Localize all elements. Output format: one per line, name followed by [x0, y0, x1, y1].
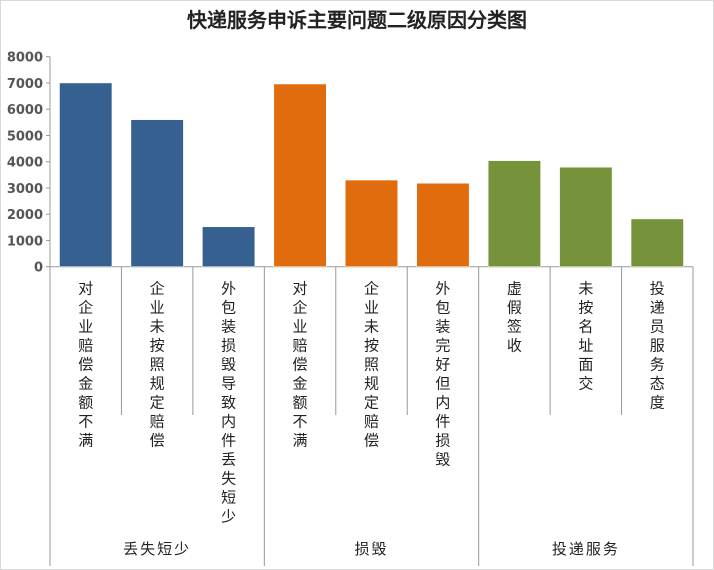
category-label-char: 企: [364, 280, 379, 298]
y-tick-label: 7000: [7, 77, 43, 92]
category-label-char: 服: [650, 337, 665, 355]
category-label-char: 包: [221, 299, 236, 317]
category-label-char: 满: [78, 432, 93, 450]
category-label-char: 企: [293, 299, 308, 317]
category-label-char: 毁: [221, 356, 236, 374]
group-label: 丢失短少: [123, 540, 191, 558]
category-label-char: 未: [150, 318, 165, 336]
category-label-char: 不: [293, 413, 308, 431]
category-label-char: 对: [78, 280, 93, 298]
category-label-char: 偿: [293, 356, 308, 374]
category-label-char: 度: [650, 394, 665, 412]
category-label-char: 赔: [293, 337, 308, 355]
category-label-char: 业: [78, 318, 93, 336]
category-label-char: 投: [650, 280, 665, 298]
category-label-char: 面: [578, 356, 593, 374]
category-label-char: 内: [435, 394, 450, 412]
category-label-char: 赔: [150, 413, 165, 431]
category-label-char: 未: [578, 280, 593, 298]
category-label-char: 内: [221, 413, 236, 431]
category-label-char: 业: [364, 299, 379, 317]
category-label-char: 不: [78, 413, 93, 431]
category-label-char: 外: [435, 280, 450, 298]
category-label-char: 偿: [78, 356, 93, 374]
category-label-char: 按: [150, 337, 165, 355]
category-label-char: 递: [650, 299, 665, 317]
category-label-char: 外: [221, 280, 236, 298]
bar: [630, 218, 684, 267]
y-tick-label: 3000: [7, 182, 43, 197]
category-label-char: 定: [364, 394, 379, 412]
group-label: 投递服务: [552, 540, 620, 558]
category-label-char: 业: [150, 299, 165, 317]
category-label-char: 按: [578, 299, 593, 317]
y-tick-label: 5000: [7, 129, 43, 144]
chart-title: 快递服务申诉主要问题二级原因分类图: [187, 8, 527, 32]
y-tick-label: 6000: [7, 103, 43, 118]
bar: [345, 179, 398, 267]
category-label-char: 赔: [364, 413, 379, 431]
bar: [130, 119, 184, 267]
category-label-char: 额: [78, 394, 93, 412]
category-label-char: 偿: [364, 432, 379, 450]
category-label-char: 但: [435, 375, 450, 393]
category-label-char: 态: [650, 375, 665, 393]
category-label-char: 件: [435, 413, 450, 431]
category-label-char: 好: [435, 356, 450, 374]
y-tick-label: 1000: [7, 234, 43, 249]
category-label-char: 假: [507, 299, 522, 317]
category-label-char: 偿: [150, 432, 165, 450]
category-label-char: 致: [221, 394, 236, 412]
category-label-char: 少: [221, 508, 236, 526]
category-label-char: 件: [221, 432, 236, 450]
category-label-char: 交: [578, 375, 593, 393]
category-label-char: 赔: [78, 337, 93, 355]
category-label-char: 务: [650, 356, 665, 374]
category-label-char: 按: [364, 337, 379, 355]
category-label-char: 金: [293, 375, 308, 393]
category-label-char: 毁: [435, 451, 450, 469]
category-label-char: 导: [221, 375, 236, 393]
category-label-char: 损: [221, 337, 236, 355]
category-label-char: 签: [507, 318, 522, 336]
category-label-char: 企: [150, 280, 165, 298]
bar: [59, 82, 113, 267]
category-label-char: 满: [293, 432, 308, 450]
category-label-char: 装: [435, 318, 450, 336]
bar: [273, 83, 327, 267]
category-label-char: 损: [435, 432, 450, 450]
bar: [202, 226, 256, 267]
group-label: 损毁: [354, 540, 388, 558]
category-label-char: 额: [293, 394, 308, 412]
y-tick-label: 4000: [7, 156, 43, 171]
category-label-char: 包: [435, 299, 450, 317]
category-label-char: 规: [150, 375, 165, 393]
category-label-char: 装: [221, 318, 236, 336]
category-label-char: 失: [221, 470, 236, 488]
y-tick-label: 0: [34, 261, 43, 276]
y-tick-label: 2000: [7, 208, 43, 223]
category-label-char: 照: [150, 356, 165, 374]
category-label-char: 未: [364, 318, 379, 336]
category-label-char: 短: [221, 489, 236, 507]
bar: [559, 166, 613, 267]
category-label-char: 规: [364, 375, 379, 393]
category-label-char: 照: [364, 356, 379, 374]
category-label-char: 金: [78, 375, 93, 393]
y-tick-label: 8000: [7, 51, 43, 66]
category-label-char: 员: [650, 318, 665, 336]
category-label-char: 完: [435, 337, 450, 355]
category-label-char: 址: [578, 337, 593, 355]
category-label-char: 定: [150, 394, 165, 412]
category-label-char: 企: [78, 299, 93, 317]
category-label-char: 业: [293, 318, 308, 336]
category-label-char: 收: [507, 337, 522, 355]
category-label-char: 名: [578, 318, 593, 336]
bar: [487, 160, 541, 267]
category-label-char: 对: [293, 280, 308, 298]
category-label-char: 丢: [221, 451, 236, 469]
bar: [416, 182, 470, 267]
category-label-char: 虚: [507, 280, 522, 298]
